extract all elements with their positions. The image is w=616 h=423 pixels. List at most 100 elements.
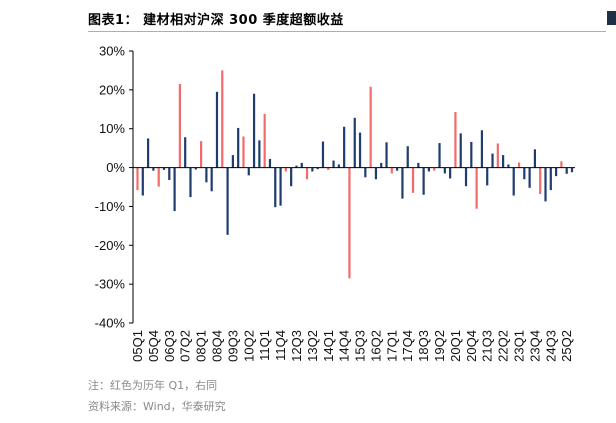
bar-11Q1 — [263, 113, 266, 168]
bar-14Q4 — [343, 126, 346, 168]
x-tick-label: 12Q3 — [289, 330, 304, 362]
bar-15Q3 — [358, 132, 362, 168]
y-tick-label: -20% — [95, 238, 126, 253]
x-tick-label: 18Q3 — [416, 330, 431, 362]
bar-09Q2 — [226, 167, 229, 235]
bar-18Q1 — [411, 167, 415, 193]
x-tick-label: 17Q4 — [400, 330, 415, 362]
bar-16Q2 — [374, 167, 378, 180]
chart-note: 注：红色为历年 Q1，右同 — [88, 379, 218, 392]
bar-11Q2 — [268, 159, 272, 168]
bar-13Q2 — [311, 167, 314, 172]
bar-05Q2 — [141, 167, 144, 196]
bar-20Q2 — [459, 133, 462, 168]
bar-24Q2 — [544, 167, 547, 202]
x-tick-label: 05Q1 — [130, 330, 145, 362]
data-source: 资料来源：Wind，华泰研究 — [88, 400, 226, 413]
bar-19Q1 — [433, 167, 436, 171]
y-tick-label: -40% — [95, 316, 126, 331]
bar-13Q3 — [316, 167, 319, 170]
bar-23Q2 — [523, 167, 526, 180]
bar-18Q2 — [417, 162, 420, 168]
bar-14Q2 — [332, 160, 335, 168]
x-tick-label: 16Q2 — [368, 330, 383, 362]
bar-11Q4 — [279, 167, 282, 206]
bar-07Q4 — [194, 167, 197, 170]
bar-20Q3 — [464, 167, 468, 187]
bar-06Q2 — [162, 167, 166, 170]
bar-10Q4 — [258, 140, 261, 168]
bar-22Q2 — [502, 155, 505, 168]
bar-12Q2 — [290, 167, 293, 187]
bar-08Q4 — [215, 91, 219, 168]
bar-05Q4 — [152, 167, 155, 171]
x-tick-label: 20Q1 — [448, 330, 463, 362]
bar-15Q1 — [348, 167, 351, 279]
x-tick-label: 20Q4 — [464, 330, 479, 362]
y-tick-label: -10% — [95, 199, 126, 214]
bar-05Q1 — [136, 167, 139, 191]
x-tick-label: 08Q1 — [194, 330, 209, 362]
bar-15Q4 — [364, 167, 367, 178]
x-tick-label: 23Q4 — [527, 330, 542, 362]
bar-17Q1 — [390, 167, 393, 174]
x-tick-label: 23Q1 — [512, 330, 527, 362]
bars — [136, 70, 574, 279]
bar-17Q3 — [401, 167, 404, 199]
y-tick-label: 10% — [99, 121, 125, 136]
bar-25Q1 — [560, 161, 563, 168]
bar-08Q1 — [199, 141, 203, 168]
bar-14Q1 — [327, 167, 330, 170]
bar-16Q1 — [369, 86, 372, 168]
bar-06Q4 — [173, 167, 176, 212]
bar-10Q1 — [242, 136, 245, 168]
x-tick-label: 05Q4 — [146, 330, 161, 362]
y-tick-label: 20% — [99, 82, 125, 97]
bar-25Q3 — [570, 167, 574, 173]
y-tick-label: -30% — [95, 277, 126, 292]
bar-21Q4 — [491, 153, 494, 168]
bar-chart: -40% -30% -20% -10% 0% 10% 20% 30% 05Q1 05Q4 06Q3… — [95, 44, 575, 362]
bar-23Q4 — [533, 149, 537, 168]
bar-15Q2 — [353, 117, 356, 168]
bar-22Q4 — [512, 167, 515, 196]
bar-12Q1 — [284, 167, 287, 172]
x-tick-label: 21Q3 — [480, 330, 495, 362]
bar-13Q4 — [321, 141, 325, 168]
x-tick-label: 14Q4 — [337, 330, 352, 362]
x-tick-label: 06Q3 — [162, 330, 177, 362]
title-divider — [88, 31, 606, 32]
bar-23Q1 — [517, 162, 521, 168]
y-axis — [129, 50, 134, 324]
bar-09Q3 — [231, 155, 234, 168]
bar-18Q4 — [427, 167, 431, 172]
bar-09Q1 — [221, 70, 224, 168]
bar-18Q3 — [422, 167, 425, 195]
bar-17Q2 — [396, 167, 399, 171]
bar-07Q2 — [184, 137, 187, 168]
x-tick-label: 22Q2 — [496, 330, 511, 362]
x-tick-label: 15Q3 — [353, 330, 368, 362]
x-tick-labels: 05Q1 05Q4 06Q3 07Q2 08Q1 08Q4 09Q3 10Q2 11Q1 11Q4… — [130, 330, 574, 362]
chart-title: 图表1： 建材相对沪深 300 季度超额收益 — [88, 13, 344, 28]
bar-06Q3 — [168, 167, 171, 180]
x-tick-label: 14Q1 — [321, 330, 336, 362]
x-tick-label: 24Q3 — [543, 330, 558, 362]
bar-24Q4 — [555, 167, 558, 177]
bar-22Q3 — [507, 164, 510, 168]
y-tick-label: 30% — [99, 44, 125, 59]
bar-19Q3 — [443, 167, 446, 174]
bar-12Q4 — [300, 162, 303, 168]
bar-06Q1 — [157, 167, 160, 187]
bar-16Q3 — [380, 162, 383, 168]
x-tick-label: 10Q2 — [241, 330, 256, 362]
y-tick-labels: -40% -30% -20% -10% 0% 10% 20% 30% — [95, 44, 126, 331]
bar-25Q2 — [565, 167, 568, 174]
bar-21Q3 — [486, 167, 489, 186]
bar-24Q1 — [539, 167, 542, 194]
bar-22Q1 — [496, 143, 499, 168]
bar-05Q3 — [147, 138, 150, 168]
bar-16Q4 — [385, 142, 388, 168]
bar-13Q1 — [305, 167, 309, 180]
bar-21Q2 — [480, 130, 484, 168]
